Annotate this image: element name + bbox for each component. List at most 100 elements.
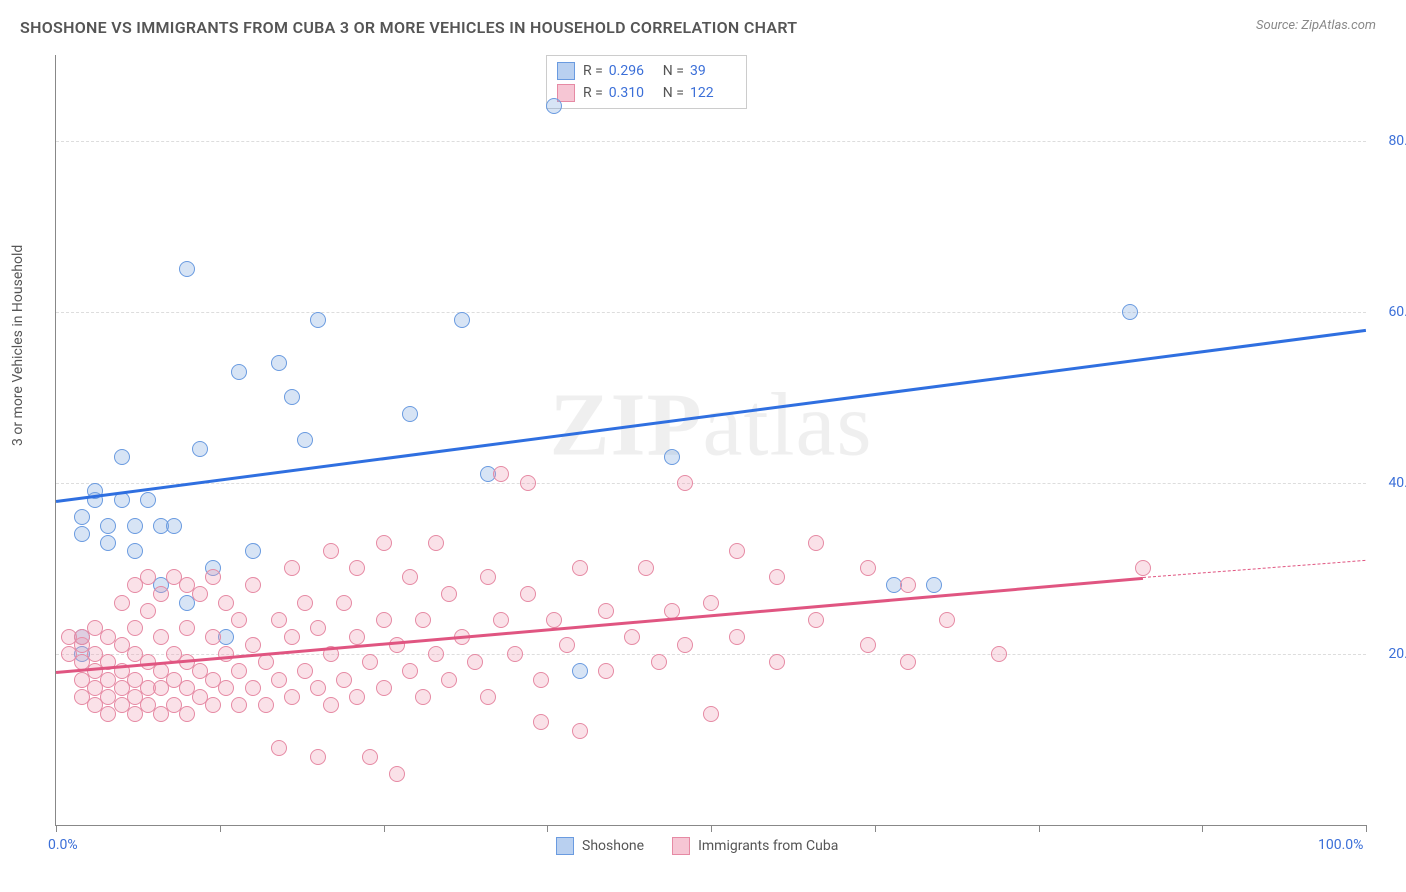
scatter-point bbox=[572, 663, 588, 679]
scatter-point bbox=[218, 680, 234, 696]
gridline bbox=[56, 483, 1366, 484]
scatter-point bbox=[140, 603, 156, 619]
scatter-point bbox=[860, 637, 876, 653]
scatter-point bbox=[598, 603, 614, 619]
watermark: ZIPatlas bbox=[550, 373, 873, 476]
scatter-point bbox=[310, 749, 326, 765]
scatter-point bbox=[192, 586, 208, 602]
scatter-point bbox=[114, 595, 130, 611]
scatter-point bbox=[860, 560, 876, 576]
x-tick-mark bbox=[547, 825, 548, 832]
scatter-point bbox=[624, 629, 640, 645]
scatter-point bbox=[231, 663, 247, 679]
scatter-point bbox=[926, 577, 942, 593]
n-value: 39 bbox=[690, 60, 736, 82]
scatter-point bbox=[376, 535, 392, 551]
scatter-point bbox=[127, 620, 143, 636]
scatter-point bbox=[428, 535, 444, 551]
scatter-point bbox=[362, 749, 378, 765]
legend-label: Immigrants from Cuba bbox=[698, 838, 838, 854]
scatter-point bbox=[205, 697, 221, 713]
x-tick-label: 100.0% bbox=[1318, 837, 1363, 853]
legend-swatch bbox=[556, 837, 574, 855]
scatter-point bbox=[651, 654, 667, 670]
scatter-point bbox=[349, 560, 365, 576]
scatter-point bbox=[572, 723, 588, 739]
scatter-point bbox=[729, 543, 745, 559]
scatter-point bbox=[179, 706, 195, 722]
correlation-legend: R =0.296N =39R =0.310N =122 bbox=[546, 55, 747, 109]
legend-item: Shoshone bbox=[556, 837, 644, 855]
scatter-point bbox=[114, 449, 130, 465]
scatter-point bbox=[900, 654, 916, 670]
legend-swatch bbox=[557, 84, 575, 102]
scatter-point bbox=[310, 312, 326, 328]
n-label: N = bbox=[663, 60, 684, 82]
x-tick-mark bbox=[56, 825, 57, 832]
scatter-point bbox=[808, 612, 824, 628]
scatter-point bbox=[140, 492, 156, 508]
n-value: 122 bbox=[690, 82, 736, 104]
scatter-point bbox=[166, 518, 182, 534]
scatter-point bbox=[441, 586, 457, 602]
scatter-point bbox=[376, 612, 392, 628]
scatter-point bbox=[271, 740, 287, 756]
scatter-point bbox=[297, 663, 313, 679]
trend-line bbox=[56, 329, 1366, 503]
scatter-point bbox=[140, 569, 156, 585]
scatter-point bbox=[415, 689, 431, 705]
scatter-point bbox=[389, 766, 405, 782]
scatter-point bbox=[402, 569, 418, 585]
scatter-point bbox=[507, 646, 523, 662]
trend-line bbox=[1143, 560, 1366, 578]
scatter-point bbox=[205, 629, 221, 645]
legend-swatch bbox=[557, 62, 575, 80]
scatter-point bbox=[74, 526, 90, 542]
scatter-point bbox=[258, 697, 274, 713]
scatter-point bbox=[127, 518, 143, 534]
scatter-point bbox=[769, 654, 785, 670]
scatter-point bbox=[402, 406, 418, 422]
scatter-point bbox=[939, 612, 955, 628]
scatter-point bbox=[284, 629, 300, 645]
scatter-point bbox=[467, 654, 483, 670]
scatter-point bbox=[900, 577, 916, 593]
x-tick-label: 0.0% bbox=[48, 837, 78, 853]
r-label: R = bbox=[583, 60, 603, 82]
gridline bbox=[56, 312, 1366, 313]
scatter-point bbox=[100, 518, 116, 534]
scatter-point bbox=[153, 629, 169, 645]
scatter-point bbox=[677, 475, 693, 491]
scatter-point bbox=[323, 543, 339, 559]
scatter-point bbox=[284, 689, 300, 705]
scatter-point bbox=[297, 432, 313, 448]
scatter-point bbox=[231, 697, 247, 713]
scatter-point bbox=[808, 535, 824, 551]
scatter-point bbox=[271, 612, 287, 628]
scatter-point bbox=[271, 355, 287, 371]
scatter-point bbox=[703, 706, 719, 722]
chart-title: SHOSHONE VS IMMIGRANTS FROM CUBA 3 OR MO… bbox=[20, 18, 797, 37]
legend-item: Immigrants from Cuba bbox=[672, 837, 838, 855]
scatter-point bbox=[349, 689, 365, 705]
scatter-point bbox=[572, 560, 588, 576]
scatter-point bbox=[1135, 560, 1151, 576]
scatter-point bbox=[389, 637, 405, 653]
y-tick-label: 40.0% bbox=[1371, 475, 1406, 491]
scatter-point bbox=[677, 637, 693, 653]
scatter-point bbox=[218, 646, 234, 662]
x-tick-mark bbox=[875, 825, 876, 832]
gridline bbox=[56, 141, 1366, 142]
scatter-point bbox=[546, 612, 562, 628]
scatter-point bbox=[402, 663, 418, 679]
scatter-point bbox=[74, 509, 90, 525]
r-value: 0.310 bbox=[609, 82, 655, 104]
scatter-point bbox=[231, 612, 247, 628]
source-label: Source: ZipAtlas.com bbox=[1256, 18, 1376, 33]
scatter-point bbox=[480, 689, 496, 705]
scatter-point bbox=[153, 586, 169, 602]
scatter-point bbox=[533, 672, 549, 688]
chart-plot-area: ZIPatlas R =0.296N =39R =0.310N =122 Sho… bbox=[55, 55, 1366, 826]
y-tick-label: 80.0% bbox=[1371, 133, 1406, 149]
scatter-point bbox=[493, 612, 509, 628]
